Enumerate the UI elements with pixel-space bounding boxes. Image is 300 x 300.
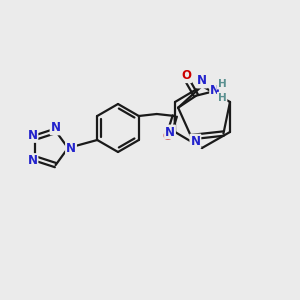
Text: N: N xyxy=(27,129,38,142)
Text: O: O xyxy=(181,69,191,82)
Text: N: N xyxy=(197,74,207,88)
Text: N: N xyxy=(210,84,220,97)
Text: N: N xyxy=(190,135,200,148)
Text: N: N xyxy=(165,125,175,139)
Text: N: N xyxy=(27,154,38,167)
Text: N: N xyxy=(66,142,76,154)
Text: H: H xyxy=(218,79,226,89)
Text: N: N xyxy=(51,122,61,134)
Text: O: O xyxy=(163,130,173,143)
Text: H: H xyxy=(218,93,226,103)
